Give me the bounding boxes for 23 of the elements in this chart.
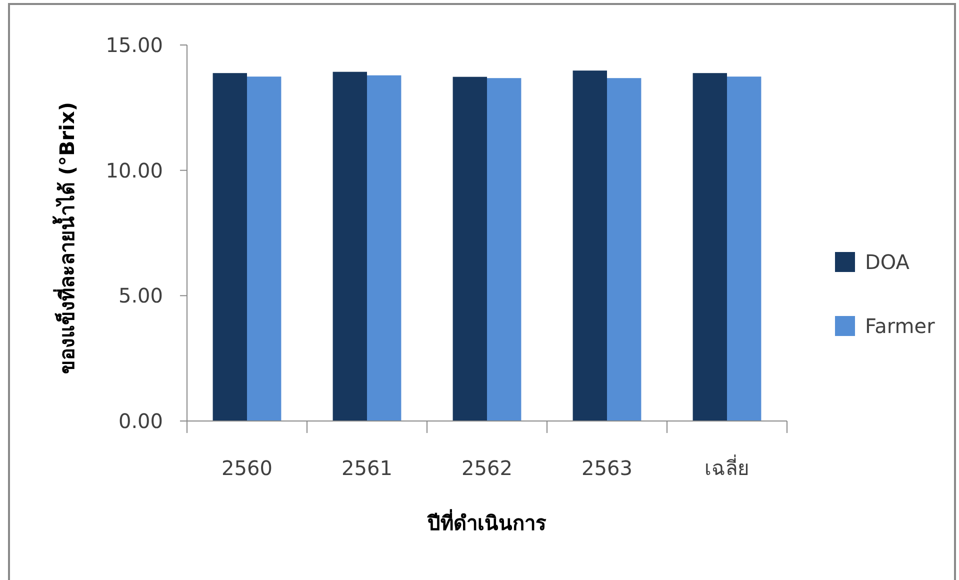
bar bbox=[212, 73, 247, 421]
bar bbox=[247, 76, 282, 421]
bar bbox=[487, 78, 522, 421]
x-axis-title: ปีที่ดำเนินการ bbox=[426, 508, 546, 535]
y-tick-label: 10.00 bbox=[106, 158, 163, 182]
y-tick-label: 15.00 bbox=[106, 33, 163, 57]
bar bbox=[367, 75, 402, 421]
bar bbox=[452, 76, 487, 421]
legend-label: DOA bbox=[865, 250, 910, 274]
x-tick-label: 2563 bbox=[582, 456, 632, 480]
bar bbox=[572, 70, 607, 421]
x-tick-label: 2560 bbox=[222, 456, 272, 480]
y-tick-label: 5.00 bbox=[118, 284, 163, 308]
x-tick-label: เฉลี่ย bbox=[704, 454, 750, 480]
bar bbox=[332, 72, 367, 421]
y-axis-title: ของแข็งที่ละลายน้ำได้ (°Brix) bbox=[52, 102, 79, 374]
bar bbox=[607, 78, 642, 421]
x-tick-label: 2561 bbox=[342, 456, 392, 480]
y-tick-label: 0.00 bbox=[118, 409, 163, 433]
legend-label: Farmer bbox=[865, 314, 936, 338]
x-tick-label: 2562 bbox=[462, 456, 512, 480]
bar bbox=[727, 76, 762, 421]
bar bbox=[692, 73, 727, 421]
